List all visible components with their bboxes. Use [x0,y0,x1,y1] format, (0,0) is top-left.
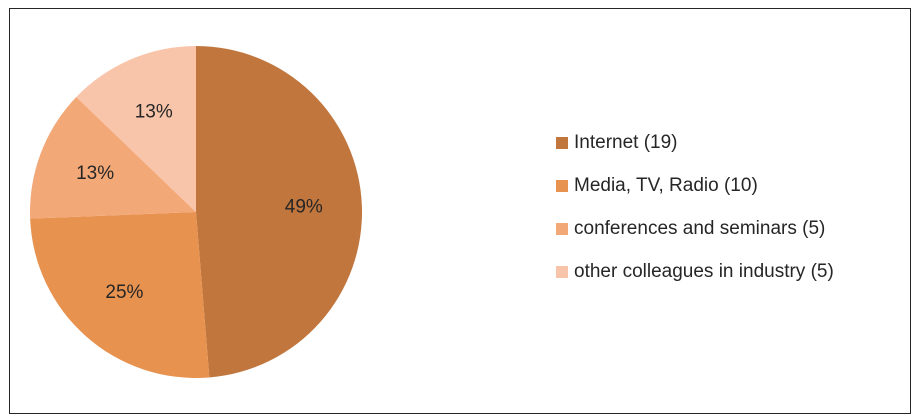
slice-percent-label-3: 13% [135,102,173,123]
slice-percent-label-0: 49% [285,197,323,218]
slice-percent-label-2: 13% [76,163,114,184]
legend: Internet (19) Media, TV, Radio (10) confer… [556,131,834,303]
slice-percent-label-1: 25% [105,282,143,303]
legend-swatch-3 [556,266,568,278]
legend-swatch-1 [556,180,568,192]
pie-slice-0 [196,46,362,378]
legend-item-2: conferences and seminars (5) [556,217,834,241]
legend-label-3: other colleagues in industry (5) [574,261,834,282]
legend-item-3: other colleagues in industry (5) [556,260,834,284]
pie-slice-1 [30,212,210,378]
legend-swatch-0 [556,137,568,149]
legend-label-0: Internet (19) [574,132,678,153]
pie-slice-3 [76,46,196,212]
legend-label-1: Media, TV, Radio (10) [574,175,758,196]
pie-slice-2 [30,97,197,219]
legend-swatch-2 [556,223,568,235]
legend-label-2: conferences and seminars (5) [574,218,826,239]
legend-item-0: Internet (19) [556,131,834,155]
legend-item-1: Media, TV, Radio (10) [556,174,834,198]
